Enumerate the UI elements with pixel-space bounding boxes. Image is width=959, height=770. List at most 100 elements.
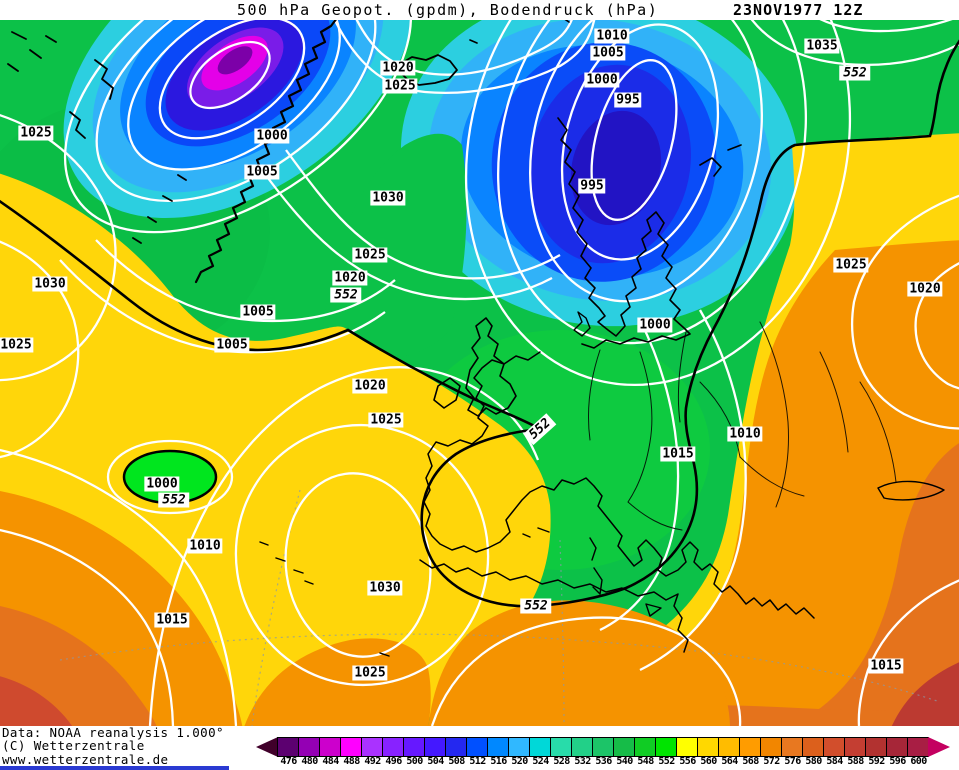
bottom-blue-strip [0, 766, 229, 770]
colorbar-cell [635, 738, 656, 756]
colorbar-value: 584 [826, 756, 843, 767]
pressure-label: 1015 [154, 612, 190, 628]
colorbar-cell [383, 738, 404, 756]
colorbar-cell [320, 738, 341, 756]
pressure-label: 1020 [907, 281, 943, 297]
pressure-label: 1020 [380, 60, 416, 76]
pressure-label: 1025 [0, 337, 34, 353]
colorbar-cell [866, 738, 887, 756]
pressure-label: 1010 [594, 28, 630, 44]
colorbar-cell [362, 738, 383, 756]
greenland-trough-fills [63, 20, 413, 218]
weather-map: 1010 1005 1000 995 1020 1025 1035 552 1025 1000 10… [0, 20, 959, 726]
colorbar-cell [803, 738, 824, 756]
pressure-labels-layer: 1010 1005 1000 995 1020 1025 1035 552 1025 1000 10… [0, 20, 959, 726]
colorbar-value: 484 [322, 756, 339, 767]
colorbar-value: 536 [595, 756, 612, 767]
colorbar-cell [530, 738, 551, 756]
colorbar-value: 568 [742, 756, 759, 767]
pressure-label: 1030 [367, 580, 403, 596]
page-title: 500 hPa Geopot. (gpdm), Bodendruck (hPa) [237, 1, 659, 19]
contour-552-label: 552 [158, 492, 190, 508]
pressure-label: 1005 [240, 304, 276, 320]
colorbar-cell [845, 738, 866, 756]
colorbar-value: 576 [784, 756, 801, 767]
map-datetime: 23NOV1977 12Z [733, 1, 864, 19]
colorbar-cell [488, 738, 509, 756]
colorbar-value: 556 [679, 756, 696, 767]
colorbar-cell [719, 738, 740, 756]
contour-552-label: 552 [520, 598, 552, 614]
colorbar-cell [509, 738, 530, 756]
colorbar-cell [299, 738, 320, 756]
southeast-orange [476, 240, 959, 726]
attribution: Data: NOAA reanalysis 1.000° (C) Wetterz… [2, 726, 224, 766]
bottomleft-red-corner [0, 676, 73, 726]
colorbar-cell [698, 738, 719, 756]
colorbar-cells [277, 737, 929, 757]
pressure-label: 1010 [727, 426, 763, 442]
pressure-label: 1025 [833, 257, 869, 273]
pressure-label: 1005 [590, 45, 626, 61]
colorbar-cell [887, 738, 908, 756]
pressure-label: 1015 [868, 658, 904, 674]
colorbar [256, 737, 950, 757]
pressure-label: 1005 [244, 164, 280, 180]
colorbar-cell [824, 738, 845, 756]
pressure-label: 1030 [32, 276, 68, 292]
colorbar-value: 600 [910, 756, 927, 767]
pressure-label: 1035 [804, 38, 840, 54]
colorbar-value: 532 [574, 756, 591, 767]
pressure-label: 1000 [584, 72, 620, 88]
footer: Data: NOAA reanalysis 1.000° (C) Wetterz… [0, 726, 959, 770]
colorbar-cell [551, 738, 572, 756]
pressure-label: 1000 [637, 317, 673, 333]
colorbar-value: 520 [511, 756, 528, 767]
colorbar-value: 492 [364, 756, 381, 767]
attribution-website: www.wetterzentrale.de [2, 751, 169, 767]
colorbar-value: 480 [301, 756, 318, 767]
colorbar-cell [572, 738, 593, 756]
colorbar-value: 540 [616, 756, 633, 767]
colorbar-cell [761, 738, 782, 756]
colorbar-value: 528 [553, 756, 570, 767]
pressure-label: 1005 [214, 337, 250, 353]
scandinavian-trough-fills [400, 20, 800, 327]
colorbar-value: 508 [448, 756, 465, 767]
east-deep-orange [789, 443, 959, 726]
colorbar-cell [656, 738, 677, 756]
colorbar-value: 504 [427, 756, 444, 767]
colorbar-cell [278, 738, 299, 756]
colorbar-value: 476 [280, 756, 297, 767]
colorbar-value: 512 [469, 756, 486, 767]
colorbar-cell [593, 738, 614, 756]
colorbar-value: 496 [385, 756, 402, 767]
coastlines [7, 20, 945, 657]
colorbar-value: 572 [763, 756, 780, 767]
pressure-label: 1000 [144, 476, 180, 492]
colorbar-cell [404, 738, 425, 756]
pressure-label: 1010 [187, 538, 223, 554]
map-canvas [0, 20, 959, 726]
colorbar-value: 552 [658, 756, 675, 767]
colorbar-cell [467, 738, 488, 756]
pressure-label: 995 [578, 178, 606, 194]
colorbar-cell [341, 738, 362, 756]
contour-552-label: 552 [839, 65, 871, 81]
colorbar-value: 580 [805, 756, 822, 767]
attribution-data-source: Data: NOAA reanalysis 1.000° [2, 725, 224, 740]
colorbar-cell [740, 738, 761, 756]
isobars [0, 20, 959, 726]
colorbar-value: 596 [889, 756, 906, 767]
colorbar-value: 548 [637, 756, 654, 767]
colorbar-value: 560 [700, 756, 717, 767]
colorbar-value: 564 [721, 756, 738, 767]
colorbar-cell [446, 738, 467, 756]
pressure-label: 1025 [352, 247, 388, 263]
pressure-label: 1025 [352, 665, 388, 681]
colorbar-value: 500 [406, 756, 423, 767]
attribution-copyright: (C) Wetterzentrale [2, 738, 145, 754]
pressure-label: 1020 [352, 378, 388, 394]
pressure-label: 1025 [18, 125, 54, 141]
